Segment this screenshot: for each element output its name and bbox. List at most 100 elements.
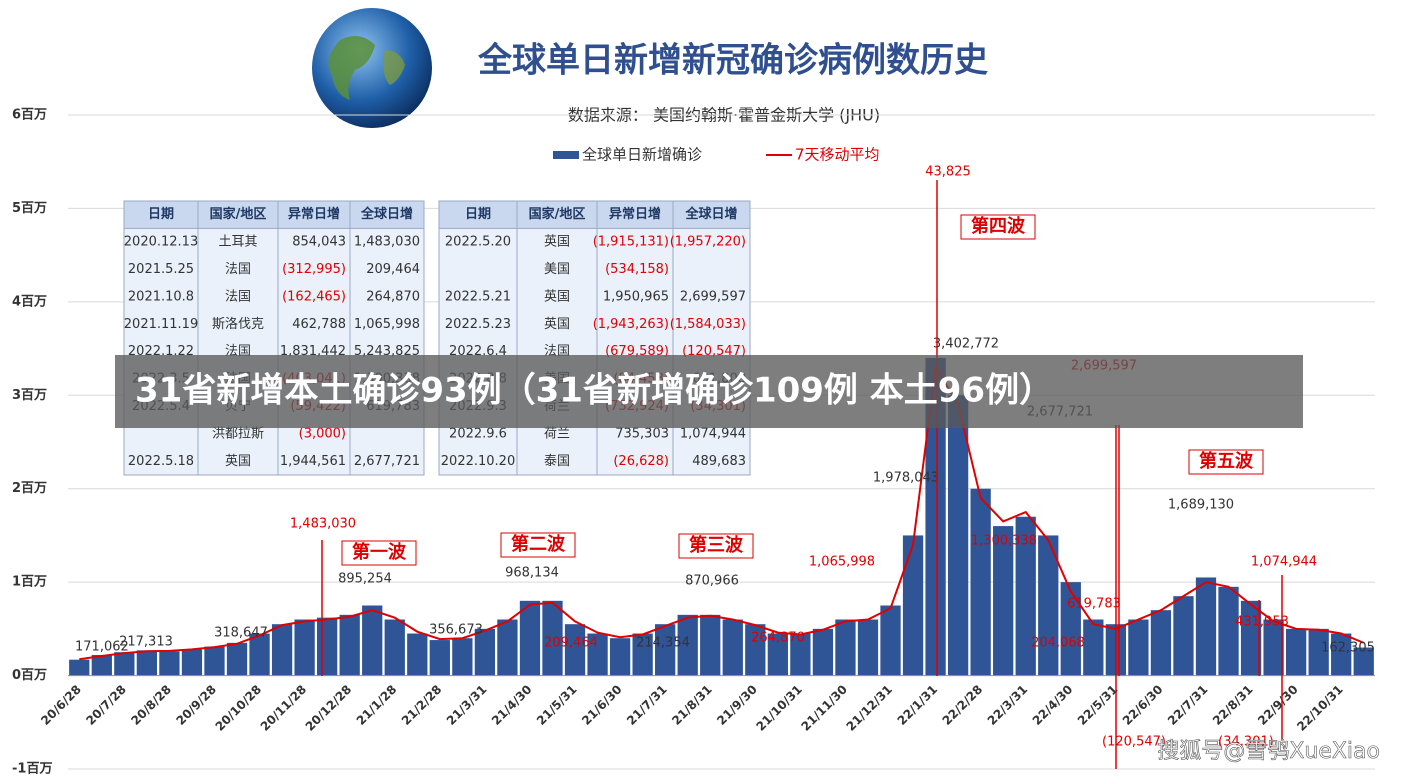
value-annotation: 264,870 xyxy=(751,631,805,646)
x-tick-label: 21/9/30 xyxy=(714,682,760,728)
bar xyxy=(1240,600,1262,676)
bar xyxy=(249,633,270,676)
legend-swatch xyxy=(553,151,579,159)
x-tick-label: 22/3/31 xyxy=(985,682,1031,728)
table-cell: (1,584,033) xyxy=(670,317,746,332)
table-cell: (26,628) xyxy=(613,454,669,469)
bar xyxy=(655,624,676,676)
x-tick-label: 22/1/31 xyxy=(895,682,941,728)
bar xyxy=(1015,516,1036,676)
x-tick-label: 22/4/30 xyxy=(1030,682,1076,728)
value-annotation: 895,254 xyxy=(338,572,392,587)
table-cell: 美国 xyxy=(544,262,570,277)
wave-label: 第一波 xyxy=(352,541,407,563)
table-cell: 1,950,965 xyxy=(603,289,669,304)
table-cell: 462,788 xyxy=(292,317,346,332)
watermark: 搜狐号@雪鸮XueXiao xyxy=(1157,739,1380,764)
bar xyxy=(226,642,248,676)
table-cell: (162,465) xyxy=(282,289,346,304)
bar xyxy=(722,619,743,676)
value-annotation: 162,305 xyxy=(1321,641,1375,656)
wave-box xyxy=(341,540,417,566)
y-tick-label: 5百万 xyxy=(12,201,47,216)
bar xyxy=(700,614,721,676)
y-tick-label: 2百万 xyxy=(12,481,47,496)
value-annotation: 619,783 xyxy=(1067,597,1121,612)
bar xyxy=(181,649,203,676)
x-tick-label: 22/2/28 xyxy=(940,682,986,728)
table-header-bg xyxy=(123,200,425,229)
table-cell: 489,683 xyxy=(692,454,746,469)
bar xyxy=(1263,619,1284,676)
table-cell: 泰国 xyxy=(544,454,570,469)
banner-bg xyxy=(115,355,1303,428)
table-cell: (3,000) xyxy=(299,426,346,441)
value-annotation: 968,134 xyxy=(505,566,559,581)
table-cell: 斯洛伐克 xyxy=(212,317,264,332)
wave-label: 第四波 xyxy=(971,215,1026,237)
table-cell: 264,870 xyxy=(366,289,420,304)
value-annotation: 1,300,338 xyxy=(971,534,1037,549)
table-cell: (1,943,263) xyxy=(593,317,669,332)
y-tick-label: 1百万 xyxy=(12,575,47,590)
x-tick-label: 22/5/31 xyxy=(1075,682,1121,728)
table-cell: 法国 xyxy=(225,289,251,304)
bar xyxy=(1308,628,1329,676)
value-annotation: (34,301) xyxy=(1218,735,1274,750)
table-header: 全球日增 xyxy=(684,206,737,222)
wave-box xyxy=(960,214,1036,240)
x-tick-label: 22/7/31 xyxy=(1165,682,1211,728)
table-cell: 209,464 xyxy=(366,262,420,277)
table-header-bg xyxy=(438,200,751,229)
table-header: 国家/地区 xyxy=(210,206,267,222)
value-annotation: 870,966 xyxy=(685,574,739,589)
table-cell: (312,995) xyxy=(282,262,346,277)
x-tick-label: 21/11/30 xyxy=(799,682,851,734)
bar xyxy=(159,651,180,676)
bar xyxy=(970,488,991,676)
banner-text: 31省新增本土确诊93例（31省新增确诊109例 本土96例） xyxy=(135,371,1053,411)
table-cell: 英国 xyxy=(225,454,251,469)
value-annotation: 3,402,772 xyxy=(933,337,999,352)
table-header: 全球日增 xyxy=(360,206,413,222)
table-cell: 英国 xyxy=(544,289,570,304)
bar xyxy=(767,633,788,676)
value-annotation: 204,068 xyxy=(1031,636,1085,651)
bar xyxy=(1195,577,1217,676)
bar xyxy=(114,652,135,676)
table-header: 异常日增 xyxy=(609,206,661,222)
table-header: 日期 xyxy=(465,207,491,222)
value-annotation: 318,647 xyxy=(214,626,268,641)
value-annotation: (120,547) xyxy=(1102,735,1166,750)
table-cell: 2022.5.23 xyxy=(445,317,511,332)
table-cell: 1,074,944 xyxy=(680,426,746,441)
x-tick-label: 21/2/28 xyxy=(399,682,445,728)
bar xyxy=(812,628,834,676)
bar xyxy=(880,605,901,676)
bar xyxy=(519,600,541,676)
x-tick-label: 20/8/28 xyxy=(128,682,174,728)
table-cell: 法国 xyxy=(225,262,251,277)
bar xyxy=(632,633,653,676)
x-tick-label: 21/8/31 xyxy=(669,682,715,728)
bar xyxy=(925,357,946,676)
table-cell: 2021.10.8 xyxy=(128,289,194,304)
globe xyxy=(312,8,432,128)
wave-label: 第二波 xyxy=(511,533,566,555)
wave-box xyxy=(500,532,576,558)
x-tick-label: 20/7/28 xyxy=(83,682,129,728)
bar xyxy=(317,617,338,676)
x-tick-label: 21/10/31 xyxy=(753,682,805,734)
bar xyxy=(407,633,428,676)
bar xyxy=(384,619,405,676)
value-annotation: 356,673 xyxy=(429,623,483,638)
bar xyxy=(339,614,360,676)
table-header: 国家/地区 xyxy=(529,206,586,222)
bar xyxy=(564,624,586,676)
x-tick-label: 21/1/28 xyxy=(354,682,400,728)
value-annotation: 43,825 xyxy=(925,165,971,180)
moving-average-line xyxy=(79,364,1365,661)
table-cell: 735,303 xyxy=(615,426,669,441)
bar xyxy=(271,624,293,676)
bar xyxy=(587,633,608,676)
